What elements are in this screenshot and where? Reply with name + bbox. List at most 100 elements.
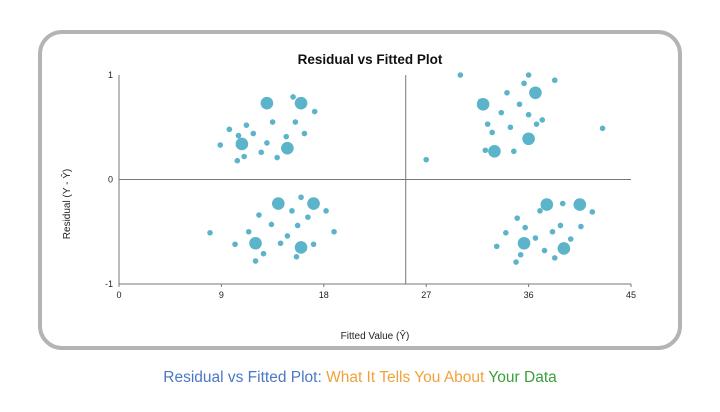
data-point-small <box>599 125 606 132</box>
data-point-large <box>557 242 571 255</box>
data-point-small <box>243 122 250 128</box>
data-point-small <box>252 258 259 264</box>
data-point-large <box>235 137 249 151</box>
data-point-small <box>559 200 566 207</box>
data-point-small <box>292 119 299 125</box>
data-point-small <box>241 153 247 160</box>
data-point-small <box>298 194 304 201</box>
data-point-small <box>293 254 300 260</box>
data-point-small <box>235 132 242 139</box>
y-axis-label: Residual (Y - Ŷ) <box>60 169 73 239</box>
data-point-large <box>540 198 554 211</box>
data-point-small <box>551 255 558 261</box>
data-point-small <box>521 80 527 87</box>
data-point-large <box>281 141 294 155</box>
data-point-small <box>539 117 546 123</box>
y-tick-label: 1 <box>108 70 113 80</box>
data-point-large <box>249 236 262 250</box>
caption-part-orange: What It Tells You About <box>326 369 489 386</box>
data-point-large <box>271 197 285 210</box>
data-point-small <box>301 130 308 137</box>
data-point-small <box>525 72 532 78</box>
data-point-small <box>256 212 262 218</box>
data-point-small <box>423 156 430 163</box>
x-tick-label: 45 <box>626 290 636 300</box>
data-point-small <box>504 89 510 96</box>
data-point-small <box>578 223 584 230</box>
x-tick-label: 18 <box>319 290 329 300</box>
caption-part-green: Your Data <box>488 369 557 386</box>
x-tick-label: 9 <box>219 290 224 300</box>
data-point-small <box>489 129 495 136</box>
data-point-small <box>258 149 265 156</box>
data-point-small <box>274 154 280 161</box>
data-point-small <box>589 209 596 215</box>
data-point-small <box>331 228 337 235</box>
data-point-small <box>234 157 241 164</box>
data-point-small <box>289 208 295 214</box>
x-tick-label: 36 <box>524 290 534 300</box>
data-point-small <box>484 121 491 127</box>
data-points <box>207 72 606 265</box>
data-point-small <box>482 147 489 154</box>
data-point-small <box>232 241 238 248</box>
data-point-small <box>250 130 257 137</box>
data-point-large <box>529 86 542 100</box>
data-point-small <box>514 215 521 221</box>
y-tick-label: 0 <box>108 175 113 185</box>
data-point-small <box>207 229 213 236</box>
data-point-small <box>493 243 500 250</box>
data-point-small <box>522 224 528 231</box>
data-point-small <box>311 108 318 115</box>
axes <box>118 75 631 285</box>
caption: Residual vs Fitted Plot: What It Tells Y… <box>0 369 720 387</box>
data-point-large <box>522 132 535 146</box>
chart-title: Residual vs Fitted Plot <box>298 52 443 67</box>
data-point-small <box>264 140 270 146</box>
data-point-large <box>294 241 308 254</box>
x-tick-label: 27 <box>421 290 431 300</box>
data-point-small <box>513 259 519 265</box>
x-tick-label: 0 <box>116 290 121 300</box>
data-point-small <box>284 233 291 239</box>
data-point-large <box>517 236 531 250</box>
data-point-large <box>294 96 308 110</box>
data-point-small <box>283 133 290 140</box>
data-point-small <box>290 94 296 100</box>
data-point-small <box>517 251 524 258</box>
data-point-small <box>537 208 543 214</box>
data-point-large <box>488 144 501 158</box>
tick-labels: 0 9 18 27 36 45-101 <box>105 70 636 300</box>
data-point-small <box>268 221 275 228</box>
data-point-small <box>245 228 252 235</box>
x-axis-label: Fitted Value (Ŷ) <box>341 329 410 342</box>
data-point-small <box>260 250 267 257</box>
y-tick-label: -1 <box>105 279 113 289</box>
chart-frame <box>38 30 682 350</box>
data-point-small <box>310 241 317 248</box>
data-point-small <box>551 77 558 84</box>
data-point-small <box>217 142 224 148</box>
data-point-small <box>533 121 540 127</box>
data-point-small <box>503 229 509 236</box>
data-point-small <box>516 101 523 108</box>
data-point-small <box>305 214 311 220</box>
data-point-small <box>541 247 548 254</box>
data-point-small <box>549 228 556 235</box>
data-point-small <box>498 109 505 116</box>
data-point-small <box>323 208 329 214</box>
data-point-small <box>532 235 539 241</box>
data-point-small <box>269 119 276 125</box>
data-point-small <box>507 124 514 131</box>
data-point-small <box>525 111 532 118</box>
data-point-large <box>573 198 587 211</box>
data-point-small <box>457 72 464 78</box>
caption-part-blue: Residual vs Fitted Plot: <box>163 369 327 386</box>
data-point-small <box>567 236 574 242</box>
data-point-large <box>260 96 274 110</box>
data-point-small <box>511 148 517 155</box>
data-point-small <box>226 126 233 133</box>
data-point-large <box>476 97 490 111</box>
data-point-small <box>557 222 564 229</box>
